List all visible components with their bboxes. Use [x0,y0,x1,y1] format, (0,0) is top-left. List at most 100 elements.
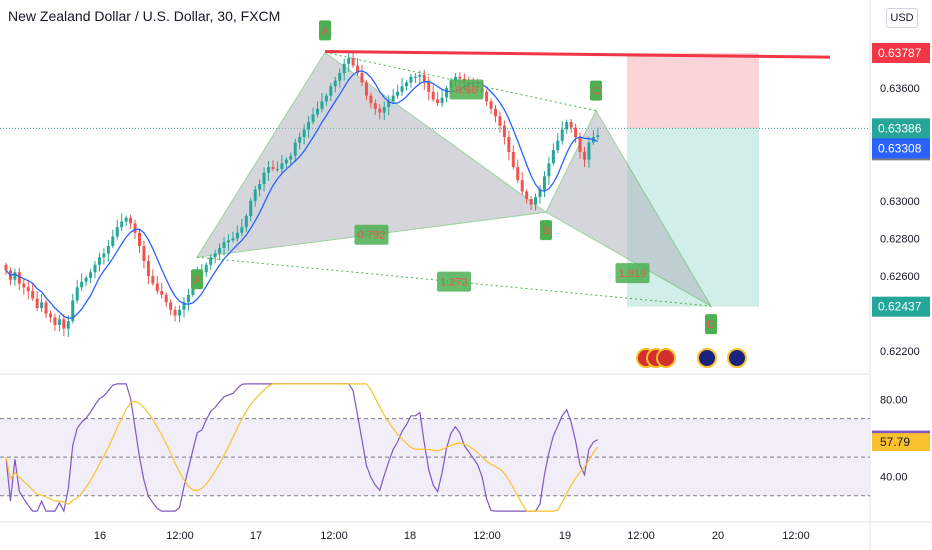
candle-body [44,302,48,314]
candle-body [409,76,413,83]
price-labels: 0.637870.6338617:510.633810.633080.62437… [872,42,930,452]
candle-body [115,227,119,237]
candle-body [169,302,173,310]
candle-body [155,283,159,292]
candle-body [382,106,386,113]
pattern-point-label: X [193,274,201,286]
candle-body [275,168,279,170]
pattern-ratio-box [449,79,484,100]
candle-body [516,167,520,181]
candle-body [596,135,600,137]
candle-body [89,272,93,278]
candle-body [373,103,377,109]
candle-body [40,302,44,308]
candle-body [227,240,230,243]
candle-body [289,155,293,160]
time-tick-label: 12:00 [473,530,501,542]
chart-title: New Zealand Dollar / U.S. Dollar, 30, FX… [8,8,281,24]
currency-button[interactable]: USD [886,8,918,28]
candle-body [445,88,449,98]
candle-body [75,287,79,301]
candle-body [413,76,417,78]
candle-body [316,108,319,115]
candle-body [164,294,168,303]
candle-body [427,82,431,92]
candle-body [80,281,84,288]
candle-body [364,82,368,96]
candle-body [151,276,155,284]
time-tick-label: 12:00 [320,530,348,542]
candle-body [320,101,324,109]
candle-body [267,167,271,173]
candle-body [360,73,364,83]
candle-body [529,199,533,205]
candle-body [534,197,538,205]
candle-body [22,283,26,288]
pattern-point-label: C [592,86,600,98]
candle-body [62,319,66,329]
moving-average [5,70,599,319]
candle-body [302,129,306,137]
candle-body [298,136,302,143]
candle-body [231,238,235,241]
candle-body [182,302,186,310]
pattern-point-box [319,20,331,41]
price-tick-label: 0.63600 [880,83,920,95]
candle-body [520,180,524,192]
candle-body [405,82,408,87]
candle-body [378,108,382,113]
candle-body [565,121,569,130]
pattern-point-label: D [707,319,715,331]
candle-body [160,291,164,295]
price-label-box-ma [872,138,930,159]
candle-body [146,261,150,277]
nz-flag-icon [727,348,747,368]
time-tick-label: 20 [712,530,724,542]
candle-body [387,101,391,107]
pattern-ratio-label: 0.792 [358,230,386,242]
resistance-line [324,49,831,59]
candle-body [213,253,217,258]
candle-body [436,99,440,104]
candle-body [244,215,248,228]
candle-body [218,247,222,254]
candle-body [57,319,61,325]
pattern-point-box [191,269,203,290]
candle-body [574,127,578,137]
candle-body [498,116,502,126]
candle-body [173,309,177,316]
pattern-ratio-label: 1.272 [440,277,468,289]
price-label-box-last [872,118,930,139]
pattern-ratio-label: 0.66 [456,85,477,97]
rsi-label-rsi_ma: 57.79 [880,435,910,449]
candle-body [587,142,591,160]
candle-body [280,163,284,169]
candle-body [351,58,355,66]
candle-body [84,277,88,282]
candle-body [324,95,328,102]
candle-body [489,101,493,109]
stop-loss-zone [627,52,759,129]
candle-body [538,189,542,198]
pattern-ac-line [324,51,597,112]
candle-body [338,73,342,81]
candle-body [142,245,146,262]
candle-body [186,294,190,303]
candle-body [418,74,422,77]
candle-body [311,114,315,122]
price-label-box-target [872,296,930,317]
time-tick-label: 17 [250,530,262,542]
candle-body [440,97,444,104]
pattern-point-label: A [321,25,329,37]
candle-body [124,217,128,222]
candle-body [453,76,457,81]
pattern-xd-line [196,256,712,307]
pattern-triangle-bcd [545,109,713,308]
candle-body [507,136,511,153]
candle-body [547,163,551,177]
price-tick-label: 0.62600 [880,271,920,283]
candle-body [235,232,239,239]
price-label-resistance: 0.63787 [878,46,922,60]
